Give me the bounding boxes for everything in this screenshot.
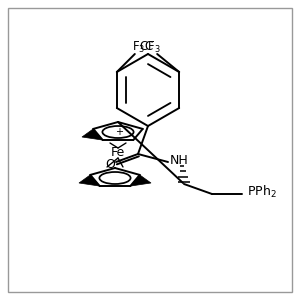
Text: F$_3$C: F$_3$C (132, 39, 154, 55)
Text: NH: NH (169, 154, 188, 166)
Polygon shape (82, 129, 103, 140)
Text: CF$_3$: CF$_3$ (139, 39, 160, 55)
Polygon shape (79, 175, 100, 186)
Polygon shape (130, 175, 151, 186)
Text: PPh$_2$: PPh$_2$ (247, 184, 277, 200)
Text: O: O (105, 158, 115, 172)
Text: Fe: Fe (111, 146, 125, 160)
Text: +: + (115, 127, 123, 137)
